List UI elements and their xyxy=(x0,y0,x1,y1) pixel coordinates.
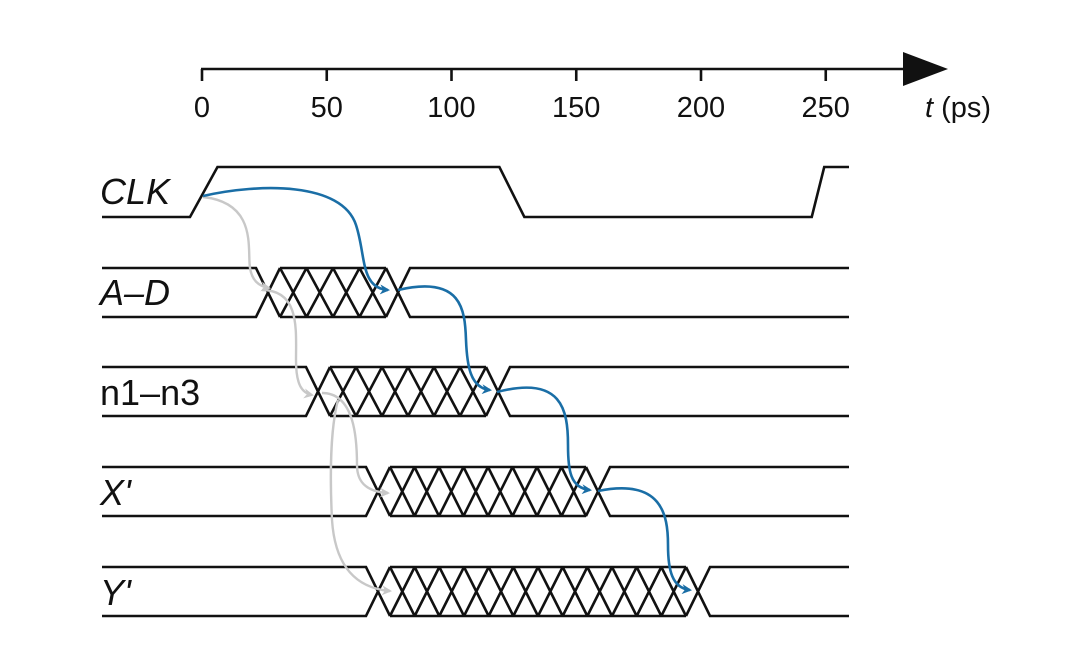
short-path-arrows xyxy=(202,195,392,596)
critical-path-arrows xyxy=(202,186,692,595)
bus-outline-ad xyxy=(102,266,849,319)
tick-label-0: 0 xyxy=(194,92,210,124)
critical-path-arrow-x-to-y xyxy=(597,487,692,595)
unknown-region-x xyxy=(388,466,588,517)
time-variable-t: t xyxy=(925,92,935,124)
unknown-region-n xyxy=(328,366,488,417)
tick-label-250: 250 xyxy=(802,92,850,124)
signal-label-y: Y' xyxy=(100,572,132,613)
critical-path-arrow-n-to-x xyxy=(496,386,592,495)
signal-label-x: X' xyxy=(99,472,132,513)
short-path-arrow-ad-to-n xyxy=(261,288,314,399)
signal-labels: CLK A–D n1–n3 X' Y' xyxy=(98,171,200,613)
waveform-n xyxy=(102,365,849,418)
tick-label-200: 200 xyxy=(677,92,725,124)
time-axis: 0 50 100 150 200 250 t (ps) xyxy=(194,52,991,124)
unknown-region-y xyxy=(388,566,688,617)
short-path-arrow-clk-to-ad xyxy=(202,195,271,292)
waveform-ad xyxy=(102,266,849,319)
bus-outline-n xyxy=(102,365,849,418)
signal-label-n: n1–n3 xyxy=(100,372,200,413)
short-path-arrow-n-to-y xyxy=(329,399,392,596)
tick-label-150: 150 xyxy=(552,92,600,124)
signal-label-clk: CLK xyxy=(100,171,172,212)
short-path-arrow-n-to-x xyxy=(321,391,390,498)
time-axis-arrowhead xyxy=(903,52,948,86)
tick-label-100: 100 xyxy=(427,92,475,124)
waveform-y xyxy=(102,565,849,618)
time-axis-unit-label: t (ps) xyxy=(925,92,991,124)
waveform-clk xyxy=(102,165,849,219)
waveforms xyxy=(102,165,849,618)
time-axis-ticks: 0 50 100 150 200 250 xyxy=(194,69,850,124)
waveform-x xyxy=(102,465,849,518)
time-unit: (ps) xyxy=(933,92,991,124)
unknown-region-ad xyxy=(278,267,388,318)
critical-path-arrow-ad-to-n xyxy=(397,285,492,395)
signal-label-ad: A–D xyxy=(98,272,170,313)
critical-path-arrow-clk-to-ad xyxy=(202,186,390,295)
tick-label-50: 50 xyxy=(311,92,343,124)
